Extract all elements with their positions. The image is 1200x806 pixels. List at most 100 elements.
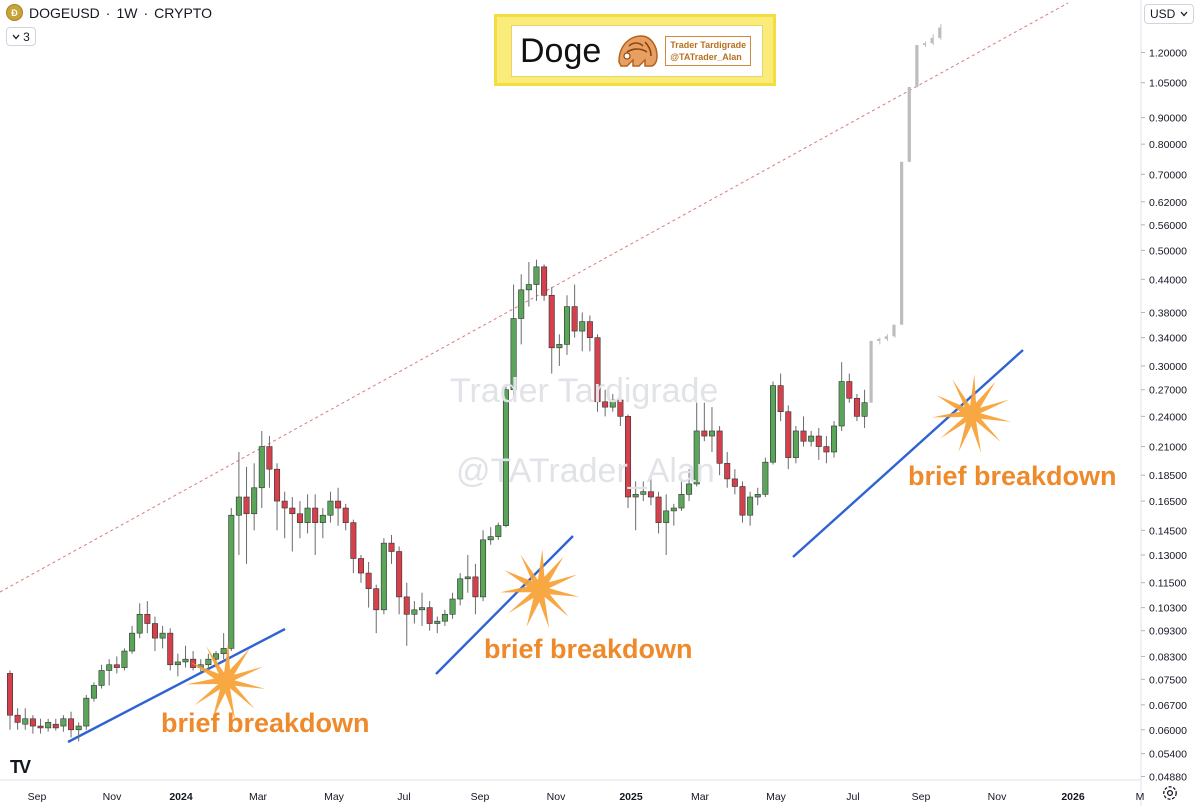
banner-brand-line2: @TATrader_Alan	[670, 52, 742, 62]
price-tick-label: 0.56000	[1149, 220, 1187, 232]
candle	[457, 578, 464, 600]
chevron-down-icon	[1180, 11, 1188, 17]
candle	[83, 697, 90, 727]
time-tick-label: 2026	[1061, 791, 1085, 803]
trendline-support-3	[792, 349, 1024, 558]
candle	[365, 572, 372, 589]
price-tick-label: 0.14500	[1149, 525, 1187, 537]
doge-coin-icon: Ð	[6, 4, 23, 21]
time-tick-label: Jul	[846, 791, 859, 803]
candle	[388, 542, 395, 552]
candle	[754, 494, 761, 498]
price-tick-label: 0.06000	[1149, 725, 1187, 737]
candle	[350, 522, 357, 559]
price-tick-label: 0.06700	[1149, 700, 1187, 712]
candle	[769, 385, 776, 463]
time-tick-label: M	[1136, 791, 1145, 803]
candle	[609, 399, 616, 408]
time-tick-label: Sep	[471, 791, 490, 803]
candle	[174, 661, 181, 666]
breakdown-starburst	[500, 549, 580, 628]
breakdown-starburst	[932, 374, 1012, 453]
projection-group	[869, 24, 942, 403]
candle	[602, 401, 609, 408]
tradingview-logo[interactable]: TV	[10, 757, 31, 777]
candle	[151, 623, 158, 639]
banner-inner: Doge Trader Tardigrade @TATrader_Alan	[511, 25, 763, 77]
drawing-lines	[0, 2, 1069, 744]
candle	[52, 723, 59, 729]
candle	[159, 632, 166, 639]
candle	[419, 607, 426, 611]
time-tick-label: Nov	[547, 791, 566, 803]
candle	[518, 289, 525, 319]
price-tick-label: 0.62000	[1149, 197, 1187, 209]
candle	[708, 430, 715, 437]
candle	[571, 306, 578, 332]
gear-icon[interactable]	[1161, 784, 1179, 802]
candle	[686, 483, 693, 495]
breakdown-starburst	[186, 641, 266, 720]
candle	[258, 446, 265, 489]
projection-candle	[884, 336, 888, 339]
currency-label: USD	[1150, 7, 1176, 21]
candle	[510, 318, 517, 391]
candle	[838, 381, 845, 427]
candle	[129, 632, 136, 652]
price-tick-label: 0.08300	[1149, 651, 1187, 663]
candle	[396, 551, 403, 598]
candle	[106, 664, 113, 671]
price-tick-label: 0.05400	[1149, 749, 1187, 761]
candle	[449, 598, 456, 615]
price-axis[interactable]: 1.20000 1.05000 0.90000 0.80000 0.70000 0.620…	[1140, 0, 1187, 806]
symbol-name: DOGEUSD	[29, 4, 100, 21]
candle	[90, 685, 97, 699]
candle	[617, 399, 624, 417]
candle	[319, 514, 326, 523]
candle	[846, 381, 853, 399]
candle	[724, 463, 731, 480]
projection-candle	[938, 27, 942, 38]
projection-candle	[892, 324, 896, 337]
candles-group	[7, 259, 868, 742]
indicator-collapse-button[interactable]: 3	[6, 27, 36, 46]
candle	[487, 536, 494, 541]
price-tick-label: 0.34000	[1149, 333, 1187, 345]
price-tick-label: 0.07500	[1149, 674, 1187, 686]
price-tick-label: 0.90000	[1149, 113, 1187, 125]
time-tick-label: Sep	[28, 791, 47, 803]
candle	[60, 718, 67, 727]
time-axis[interactable]: Sep Nov 2024 Mar May Jul Sep Nov 2025 Mar May Jul Se…	[0, 779, 1145, 803]
candle	[502, 389, 509, 526]
separator: ·	[143, 4, 149, 21]
candle	[762, 461, 769, 495]
projection-candle	[915, 45, 919, 88]
candle	[800, 430, 807, 442]
brief-breakdown-label: brief breakdown	[161, 708, 370, 738]
candle	[121, 650, 128, 668]
candle	[98, 670, 105, 686]
candle	[296, 513, 303, 523]
separator: ·	[105, 4, 111, 21]
projection-candle	[922, 43, 926, 46]
candle	[380, 542, 387, 611]
candle	[75, 725, 82, 731]
candle	[480, 539, 487, 598]
time-tick-label: Nov	[988, 791, 1007, 803]
time-tick-label: Jul	[397, 791, 410, 803]
candle	[731, 478, 738, 487]
banner-title: Doge	[520, 31, 602, 70]
candle	[831, 425, 838, 453]
price-tick-label: 0.09300	[1149, 626, 1187, 638]
candle	[113, 664, 120, 668]
candle	[464, 576, 471, 580]
currency-selector[interactable]: USD	[1144, 4, 1194, 24]
candle	[823, 446, 830, 453]
trendline-support-2	[435, 535, 574, 675]
candle	[808, 435, 815, 442]
candle	[22, 718, 29, 725]
candle	[625, 416, 632, 498]
symbol-header[interactable]: Ð DOGEUSD · 1W · CRYPTO	[6, 4, 212, 21]
time-tick-label: Nov	[103, 791, 122, 803]
